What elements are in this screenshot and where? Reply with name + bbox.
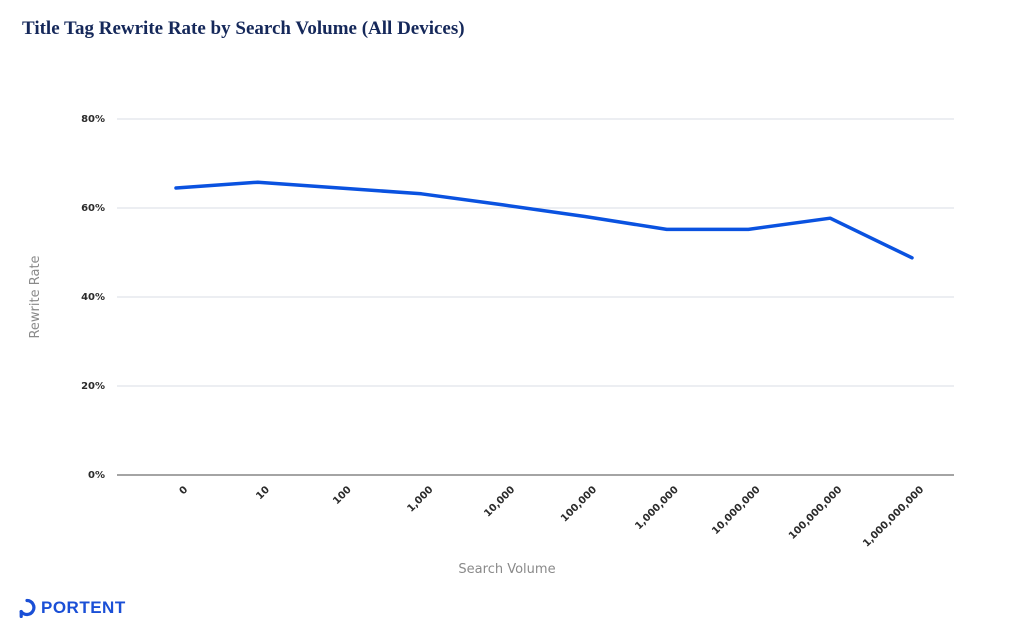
y-tick-label: 20% (81, 381, 105, 392)
chart-title: Title Tag Rewrite Rate by Search Volume … (22, 18, 465, 39)
y-tick-label: 0% (88, 470, 105, 481)
x-tick-label: 1,000 (405, 484, 435, 514)
x-tick-label: 100,000,000 (787, 484, 844, 541)
x-axis-label: Search Volume (458, 562, 555, 577)
y-tick-label: 80% (81, 114, 105, 125)
y-tick-label: 60% (81, 203, 105, 214)
x-tick-label: 100 (331, 484, 354, 507)
y-axis-label: Rewrite Rate (28, 255, 43, 338)
y-tick-label: 40% (81, 292, 105, 303)
x-tick-label: 0 (178, 484, 191, 497)
series-line-rewrite-rate (174, 180, 914, 260)
x-tick-label: 10,000,000 (710, 484, 763, 537)
x-tick-label: 1,000,000 (633, 484, 681, 532)
portent-logo: PORTENT (18, 598, 126, 618)
x-tick-label: 10,000 (482, 484, 517, 519)
x-tick-label: 10 (254, 484, 272, 502)
portent-logo-text: PORTENT (41, 598, 126, 617)
portent-logo-icon (19, 598, 36, 618)
x-tick-label: 100,000 (559, 484, 599, 524)
x-tick-label: 1,000,000,000 (861, 484, 926, 549)
